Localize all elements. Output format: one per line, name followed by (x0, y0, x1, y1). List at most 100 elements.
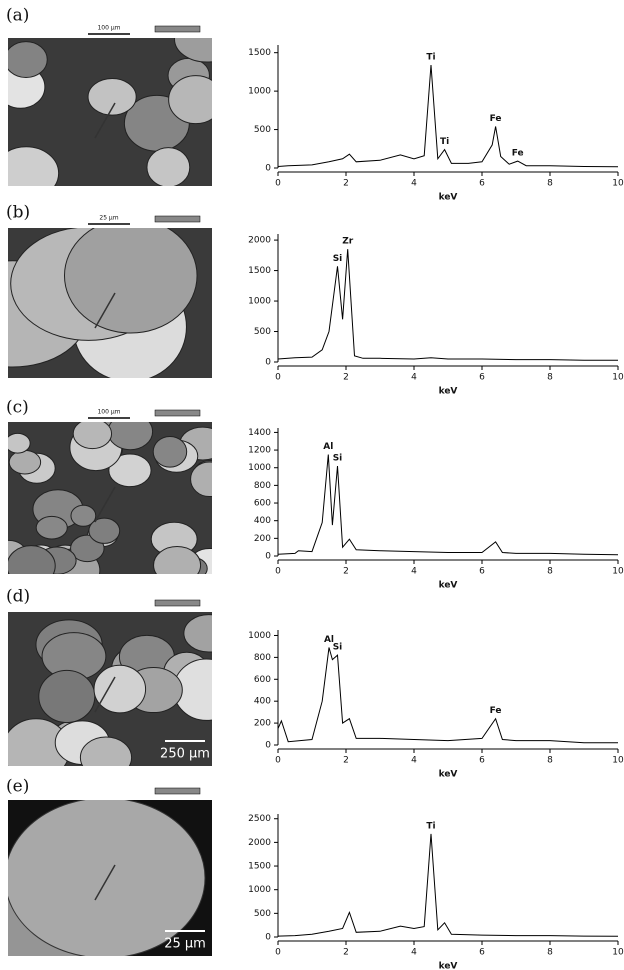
y-tick-label: 1500 (248, 48, 271, 58)
gray-wedge (154, 409, 201, 417)
y-tick-label: 0 (265, 552, 271, 562)
peak-label: Si (333, 254, 343, 264)
x-tick-label: 8 (547, 373, 553, 383)
panel-label: (d) (6, 587, 30, 607)
y-tick-label: 400 (254, 697, 271, 707)
y-tick-label: 1500 (248, 862, 271, 872)
micrograph (8, 38, 212, 186)
y-tick-label: 1000 (248, 463, 271, 473)
spectrum-line (277, 249, 618, 361)
grain (8, 449, 42, 475)
peak-label: Ti (426, 52, 435, 62)
x-axis-label: keV (439, 387, 458, 397)
panel-label: (c) (6, 398, 29, 418)
spectrum-line (277, 454, 619, 556)
arrow (94, 676, 116, 713)
x-tick-label: 2 (343, 756, 349, 766)
peak-label: Zr (342, 237, 354, 247)
x-tick-label: 2 (343, 373, 349, 383)
x-tick-label: 6 (479, 373, 485, 383)
y-tick-label: 200 (254, 534, 271, 544)
peak-label: Fe (490, 706, 502, 716)
grain (108, 453, 152, 488)
panel-label: (a) (6, 6, 29, 26)
x-tick-label: 2 (343, 567, 349, 577)
x-tick-label: 4 (411, 948, 417, 958)
grain (152, 435, 188, 468)
y-tick-label: 800 (254, 481, 271, 491)
y-tick-label: 0 (265, 933, 271, 943)
grain (8, 41, 48, 79)
panel: (c) 100 µm 0 200 400 600 800 1000 1200 1400 0 2 4 6 8 1… (6, 398, 624, 591)
micrograph (8, 228, 212, 378)
grain (8, 545, 56, 574)
x-tick-label: 0 (275, 948, 281, 958)
grain (72, 422, 113, 450)
peak-label: Ti (426, 821, 435, 831)
grain (168, 75, 212, 125)
y-tick-label: 1500 (248, 266, 271, 276)
x-tick-label: 6 (479, 756, 485, 766)
grain (8, 432, 31, 454)
x-tick-label: 10 (612, 179, 624, 189)
y-tick-label: 1000 (248, 297, 271, 307)
x-tick-label: 8 (547, 567, 553, 577)
x-tick-label: 6 (479, 567, 485, 577)
peak-label: Fe (512, 149, 524, 159)
spectrum-line (277, 833, 619, 937)
grain (174, 38, 212, 63)
y-tick-label: 1000 (248, 87, 271, 97)
y-tick-label: 600 (254, 499, 271, 509)
y-tick-label: 2000 (248, 838, 271, 848)
grain (8, 800, 206, 956)
x-tick-label: 10 (612, 948, 624, 958)
scale-label: 100 µm (97, 409, 120, 416)
x-tick-label: 6 (479, 948, 485, 958)
y-tick-label: 1000 (248, 631, 271, 641)
peak-label: Si (333, 453, 343, 463)
y-tick-label: 400 (254, 516, 271, 526)
gray-wedge (154, 215, 201, 223)
arrow (94, 486, 116, 523)
x-tick-label: 6 (479, 179, 485, 189)
y-tick-label: 2500 (248, 814, 271, 824)
grain (64, 228, 198, 334)
x-tick-label: 8 (547, 179, 553, 189)
y-tick-label: 2000 (248, 236, 271, 246)
grain (173, 658, 212, 721)
scale-label: 100 µm (97, 25, 120, 32)
y-tick-label: 500 (254, 909, 271, 919)
grain (153, 546, 202, 574)
grain (93, 664, 147, 714)
x-tick-label: 0 (275, 179, 281, 189)
peak-label: Al (323, 442, 333, 452)
x-tick-label: 4 (411, 567, 417, 577)
x-tick-label: 2 (343, 948, 349, 958)
gray-wedge (154, 787, 201, 795)
panel: (a) 100 µm 0 500 1000 1500 0 2 4 6 8 10 keV Ti Ti Fe Fe (6, 6, 624, 203)
x-tick-label: 10 (612, 373, 624, 383)
y-tick-label: 1000 (248, 885, 271, 895)
peak-label: Si (333, 643, 343, 653)
x-tick-label: 8 (547, 756, 553, 766)
x-tick-label: 0 (275, 373, 281, 383)
y-tick-label: 0 (265, 164, 271, 174)
grain (8, 146, 60, 186)
peak-label: Ti (440, 137, 449, 147)
x-tick-label: 4 (411, 179, 417, 189)
y-tick-label: 200 (254, 719, 271, 729)
grain (183, 614, 212, 653)
x-tick-label: 2 (343, 179, 349, 189)
x-tick-label: 0 (275, 756, 281, 766)
spectrum-line (277, 64, 619, 168)
y-tick-label: 500 (254, 125, 271, 135)
panel: (b) 25 µm 0 500 1000 1500 2000 0 2 4 6 8 10 keV Si Zr (6, 203, 624, 397)
grain (190, 461, 212, 497)
gray-wedge (154, 599, 201, 607)
arrow (94, 102, 116, 139)
x-tick-label: 0 (275, 567, 281, 577)
grain (35, 515, 68, 540)
arrow (94, 292, 116, 329)
x-axis-label: keV (439, 770, 458, 780)
gray-wedge (154, 25, 201, 33)
